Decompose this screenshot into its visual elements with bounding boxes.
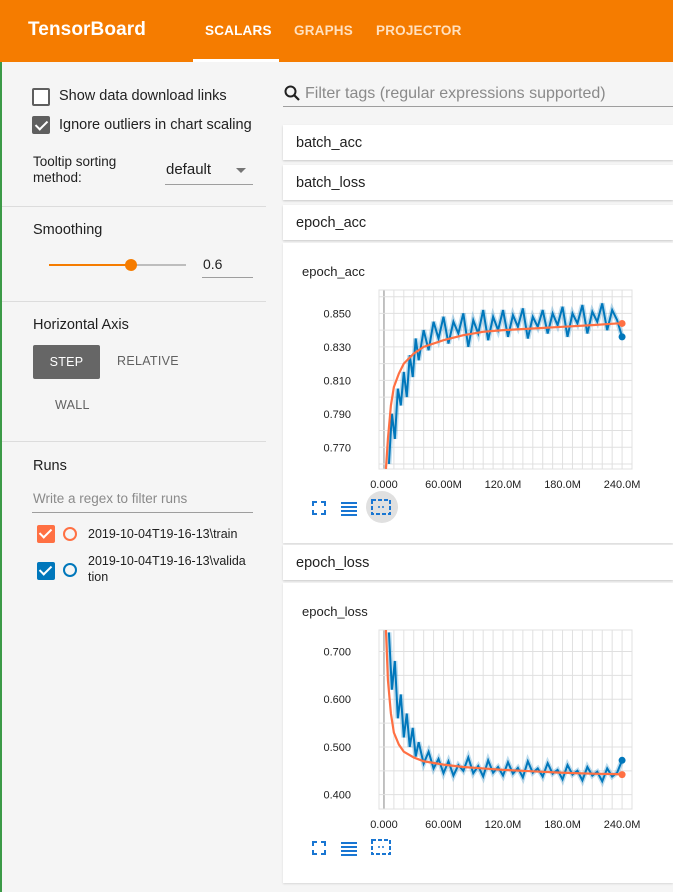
chart-card-epoch-acc: epoch_acc 0.850 0.830 0.810 0.790 0.770 0.000… xyxy=(283,243,673,543)
run-validation-label-line2: tion xyxy=(88,570,109,584)
epoch-acc-chart[interactable]: 0.850 0.830 0.810 0.790 0.770 0.000 60.00M 120.… xyxy=(283,243,673,543)
tag-filter-underline xyxy=(283,106,673,107)
x-tick-label: 60.00M xyxy=(425,819,462,831)
chart-title: epoch_acc xyxy=(302,264,365,279)
fullscreen-icon[interactable] xyxy=(309,498,329,518)
tag-group-title: batch_acc xyxy=(296,135,363,151)
y-tick-label: 0.770 xyxy=(323,442,351,454)
chart-card-epoch-loss: epoch_loss 0.700 0.600 0.500 0.400 0.000 60.0… xyxy=(283,583,673,883)
smoothing-input-underline xyxy=(202,277,253,278)
tag-group-title: batch_loss xyxy=(296,175,366,191)
run-validation-label-line1: 2019-10-04T19-16-13\valida xyxy=(88,554,246,568)
search-icon xyxy=(284,85,300,101)
x-tick-label: 180.0M xyxy=(544,819,581,831)
x-tick-label: 0.000 xyxy=(370,479,398,491)
ignore-outliers-checkbox[interactable] xyxy=(32,116,50,134)
axis-relative-button[interactable]: RELATIVE xyxy=(117,354,179,368)
validation-series-line xyxy=(387,303,624,465)
fit-domain-icon[interactable] xyxy=(371,837,391,857)
tab-scalars[interactable]: SCALARS xyxy=(205,23,272,38)
train-series-line xyxy=(384,630,623,776)
x-tick-label: 120.0M xyxy=(485,819,522,831)
run-validation-checkbox[interactable] xyxy=(37,562,55,580)
smoothing-value-input[interactable]: 0.6 xyxy=(203,256,223,272)
horizontal-axis-label: Horizontal Axis xyxy=(33,317,129,333)
log-scale-icon[interactable] xyxy=(339,498,359,518)
plot-frame xyxy=(378,289,633,470)
axis-wall-button[interactable]: WALL xyxy=(55,398,90,412)
smoothing-slider-fill xyxy=(49,264,131,266)
sidebar-options-section: Show data download links Ignore outliers… xyxy=(2,62,266,207)
x-tick-label: 120.0M xyxy=(485,479,522,491)
validation-end-point xyxy=(618,333,626,341)
tag-group-epoch-acc[interactable]: epoch_acc xyxy=(283,205,673,240)
tooltip-sorting-label-line2: method: xyxy=(33,170,82,185)
x-tick-label: 240.0M xyxy=(604,819,641,831)
y-tick-label: 0.400 xyxy=(323,790,351,802)
ignore-outliers-label: Ignore outliers in chart scaling xyxy=(59,117,252,133)
fullscreen-icon[interactable] xyxy=(309,838,329,858)
runs-filter-underline xyxy=(32,512,253,513)
smoothing-section: Smoothing 0.6 xyxy=(2,207,266,302)
x-tick-label: 0.000 xyxy=(370,819,398,831)
run-train-color-circle[interactable] xyxy=(63,527,77,541)
chevron-down-icon[interactable] xyxy=(236,168,246,173)
horizontal-axis-section: Horizontal Axis STEP RELATIVE WALL xyxy=(2,302,266,442)
run-train-checkbox[interactable] xyxy=(37,525,55,543)
y-tick-label: 0.830 xyxy=(323,342,351,354)
smoothing-slider-knob[interactable] xyxy=(125,259,137,271)
train-end-point xyxy=(618,771,626,779)
app-title: TensorBoard xyxy=(28,19,146,40)
x-tick-label: 180.0M xyxy=(544,479,581,491)
plot-frame xyxy=(378,629,633,810)
y-tick-label: 0.790 xyxy=(323,409,351,421)
smoothing-label: Smoothing xyxy=(33,222,103,238)
tag-filter-input[interactable]: Filter tags (regular expressions support… xyxy=(305,85,606,102)
show-download-links-label: Show data download links xyxy=(59,88,227,104)
train-series-line xyxy=(384,322,623,469)
tag-group-title: epoch_acc xyxy=(296,215,367,231)
fit-domain-icon[interactable] xyxy=(371,497,391,517)
run-validation-color-circle[interactable] xyxy=(63,563,77,577)
top-app-bar: TensorBoard SCALARS GRAPHS PROJECTOR xyxy=(0,0,673,62)
active-tab-indicator xyxy=(193,59,279,62)
axis-step-button[interactable]: STEP xyxy=(33,345,100,379)
train-end-point xyxy=(618,319,626,327)
tooltip-sorting-label-line1: Tooltip sorting xyxy=(33,154,117,169)
tab-projector[interactable]: PROJECTOR xyxy=(376,23,462,38)
y-tick-label: 0.810 xyxy=(323,375,351,387)
tooltip-sorting-select[interactable]: default xyxy=(166,161,212,178)
run-train-label: 2019-10-04T19-16-13\train xyxy=(88,527,238,541)
show-download-links-checkbox[interactable] xyxy=(32,88,50,106)
tag-group-batch-loss[interactable]: batch_loss xyxy=(283,165,673,200)
sidebar: Show data download links Ignore outliers… xyxy=(0,62,266,892)
chart-title: epoch_loss xyxy=(302,604,368,619)
tag-group-title: epoch_loss xyxy=(296,555,370,571)
tag-group-epoch-loss[interactable]: epoch_loss xyxy=(283,545,673,580)
y-tick-label: 0.500 xyxy=(323,742,351,754)
tooltip-sorting-underline xyxy=(165,184,253,185)
x-tick-label: 60.00M xyxy=(425,479,462,491)
tag-group-batch-acc[interactable]: batch_acc xyxy=(283,125,673,160)
runs-filter-input[interactable]: Write a regex to filter runs xyxy=(33,491,188,506)
tab-graphs[interactable]: GRAPHS xyxy=(294,23,353,38)
x-tick-label: 240.0M xyxy=(604,479,641,491)
validation-end-point xyxy=(618,756,626,764)
y-tick-label: 0.850 xyxy=(323,308,351,320)
epoch-loss-chart[interactable]: 0.700 0.600 0.500 0.400 0.000 60.00M 120.0M 180… xyxy=(283,583,673,883)
runs-label: Runs xyxy=(33,458,67,474)
y-tick-label: 0.600 xyxy=(323,694,351,706)
y-tick-label: 0.700 xyxy=(323,646,351,658)
log-scale-icon[interactable] xyxy=(339,838,359,858)
